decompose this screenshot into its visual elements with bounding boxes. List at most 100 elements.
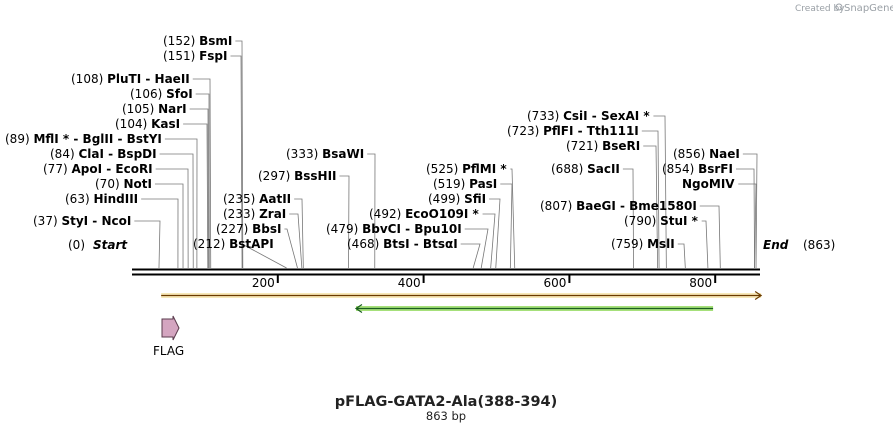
restriction-site[interactable]: (108) PluTI - HaeII <box>71 72 190 86</box>
feature-track <box>161 291 763 313</box>
site-label[interactable]: (468) BtsI - BtsαI <box>347 237 458 251</box>
site-label[interactable]: (151) FspI <box>163 49 228 63</box>
site-label[interactable]: (63) HindIII <box>65 192 138 206</box>
site-leader <box>159 153 194 269</box>
site-label[interactable]: (233) ZraI <box>223 207 286 221</box>
site-label[interactable]: (723) PflFI - Tth111I <box>507 124 639 138</box>
site-label[interactable]: (688) SacII <box>551 162 620 176</box>
site-label[interactable]: (104) KasI <box>115 117 180 131</box>
site-label[interactable]: NgoMIV <box>682 177 735 191</box>
enzyme-name: MslI <box>647 237 675 251</box>
site-position: (63) <box>65 192 93 206</box>
restriction-site[interactable]: (89) MflI * - BglII - BstYI <box>5 132 162 146</box>
flag-arrow-icon[interactable] <box>161 315 180 341</box>
site-label[interactable]: (89) MflI * - BglII - BstYI <box>5 132 162 146</box>
site-leader <box>641 130 660 269</box>
site-label[interactable]: (807) BaeGI - Bme1580I <box>540 199 697 213</box>
site-label[interactable]: (519) PasI <box>433 177 497 191</box>
enzyme-name: BbvCI <box>362 222 401 236</box>
enzyme-name: SfoI <box>166 87 193 101</box>
flag-feature[interactable]: FLAG <box>153 315 184 358</box>
site-label[interactable]: (106) SfoI <box>130 87 193 101</box>
site-label[interactable]: (212) BstAPI <box>193 237 274 251</box>
restriction-site[interactable]: (235) AatII <box>223 192 291 206</box>
restriction-site[interactable]: (233) ZraI <box>223 207 286 221</box>
restriction-site[interactable]: (152) BsmI <box>163 34 232 48</box>
site-label[interactable]: (105) NarI <box>122 102 187 116</box>
restriction-site[interactable]: (63) HindIII <box>65 192 138 206</box>
site-leader <box>464 228 489 269</box>
axis-tick-label: 600 <box>543 276 566 290</box>
site-label[interactable]: (492) EcoO109I * <box>369 207 480 221</box>
site-label[interactable]: (499) SfiI <box>428 192 486 206</box>
site-label[interactable]: (227) BbsI <box>216 222 281 236</box>
site-label[interactable]: (152) BsmI <box>163 34 232 48</box>
restriction-site[interactable]: (479) BbvCI - Bpu10I <box>326 222 462 236</box>
enzyme-name-secondary: - Bpu10I <box>401 222 462 236</box>
restriction-site[interactable]: (721) BseRI <box>566 139 640 153</box>
enzyme-name: NgoMIV <box>682 177 735 191</box>
site-position: (105) <box>122 102 158 116</box>
site-label[interactable]: (733) CsiI - SexAI * <box>527 109 650 123</box>
site-label[interactable]: (37) StyI - NcoI <box>33 214 131 228</box>
restriction-site[interactable]: (733) CsiI - SexAI * <box>527 109 650 123</box>
restriction-site[interactable]: (151) FspI <box>163 49 228 63</box>
site-label[interactable]: (721) BseRI <box>566 139 640 153</box>
site-label[interactable]: (235) AatII <box>223 192 291 206</box>
site-leader <box>460 243 481 269</box>
site-leader <box>235 40 244 269</box>
site-label[interactable]: (333) BsaWI <box>286 147 364 161</box>
plasmid-length: 863 bp <box>426 409 466 423</box>
site-label[interactable]: (525) PflMI * <box>426 162 507 176</box>
credit-prefix: Created by <box>795 4 845 14</box>
site-position: (151) <box>163 49 199 63</box>
site-label[interactable]: (84) ClaI - BspDI <box>50 147 157 161</box>
restriction-site[interactable]: (854) BsrFI <box>662 162 733 176</box>
site-label[interactable]: (759) MslI <box>611 237 675 251</box>
site-position: (807) <box>540 199 576 213</box>
restriction-site[interactable]: (105) NarI <box>122 102 187 116</box>
axis-tick-label: 400 <box>398 276 421 290</box>
restriction-site[interactable]: (104) KasI <box>115 117 180 131</box>
restriction-site[interactable]: (37) StyI - NcoI <box>33 214 131 228</box>
site-label[interactable]: (297) BssHII <box>258 169 337 183</box>
restriction-site[interactable]: (212) BstAPI <box>193 237 274 251</box>
site-label[interactable]: (70) NotI <box>95 177 152 191</box>
site-leader <box>653 115 667 269</box>
restriction-site[interactable]: (84) ClaI - BspDI <box>50 147 157 161</box>
enzyme-name: BbsI <box>252 222 281 236</box>
site-position: (499) <box>428 192 464 206</box>
restriction-site[interactable]: (333) BsaWI <box>286 147 364 161</box>
enzyme-name: PasI <box>469 177 497 191</box>
restriction-site[interactable]: (468) BtsI - BtsαI <box>347 237 458 251</box>
restriction-site[interactable]: (525) PflMI * <box>426 162 507 176</box>
restriction-site[interactable]: (297) BssHII <box>258 169 337 183</box>
restriction-site[interactable]: (106) SfoI <box>130 87 193 101</box>
enzyme-name: HindIII <box>93 192 138 206</box>
restriction-site[interactable]: (790) StuI * <box>624 214 699 228</box>
restriction-site[interactable]: (759) MslI <box>611 237 675 251</box>
site-leader <box>134 220 161 269</box>
site-label[interactable]: (856) NaeI <box>673 147 740 161</box>
restriction-site[interactable]: (499) SfiI <box>428 192 486 206</box>
restriction-site[interactable]: (856) NaeI <box>673 147 740 161</box>
start-label: Start <box>93 238 128 252</box>
restriction-site[interactable]: (492) EcoO109I * <box>369 207 480 221</box>
restriction-site[interactable]: (723) PflFI - Tth111I <box>507 124 639 138</box>
restriction-site[interactable]: (70) NotI <box>95 177 152 191</box>
restriction-site[interactable]: (519) PasI <box>433 177 497 191</box>
site-leader <box>482 213 496 269</box>
restriction-site[interactable]: NgoMIV <box>682 177 735 191</box>
site-label[interactable]: (854) BsrFI <box>662 162 733 176</box>
restriction-site[interactable]: (688) SacII <box>551 162 620 176</box>
enzyme-name-secondary: - Tth111I <box>573 124 638 138</box>
restriction-site[interactable]: (807) BaeGI - Bme1580I <box>540 199 697 213</box>
restriction-site[interactable]: (227) BbsI <box>216 222 281 236</box>
site-label[interactable]: (77) ApoI - EcoRI <box>43 162 153 176</box>
site-label[interactable]: (479) BbvCI - Bpu10I <box>326 222 462 236</box>
end-label: End <box>763 238 789 252</box>
site-label[interactable]: (108) PluTI - HaeII <box>71 72 190 86</box>
site-label[interactable]: (790) StuI * <box>624 214 699 228</box>
restriction-site[interactable]: (77) ApoI - EcoRI <box>43 162 153 176</box>
site-leader <box>699 205 721 269</box>
